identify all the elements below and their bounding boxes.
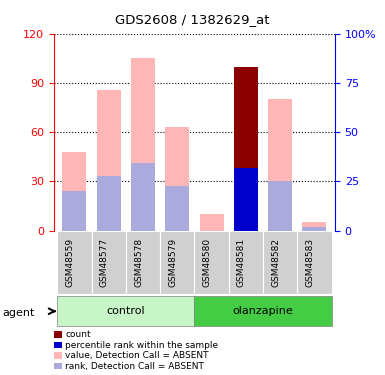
Text: GDS2608 / 1382629_at: GDS2608 / 1382629_at xyxy=(115,13,270,26)
Text: count: count xyxy=(65,330,91,339)
Bar xyxy=(302,227,326,231)
Text: agent: agent xyxy=(2,308,34,318)
Bar xyxy=(199,214,224,231)
Bar xyxy=(297,231,331,294)
Text: GSM48579: GSM48579 xyxy=(168,238,177,287)
Text: GSM48583: GSM48583 xyxy=(305,238,315,287)
Bar xyxy=(234,168,258,231)
Bar xyxy=(62,191,87,231)
Text: GSM48559: GSM48559 xyxy=(65,238,74,287)
Bar xyxy=(92,231,126,294)
Bar xyxy=(131,58,155,231)
Bar xyxy=(165,127,189,231)
Text: GSM48582: GSM48582 xyxy=(271,238,280,287)
Bar xyxy=(131,164,155,231)
Bar xyxy=(263,231,297,294)
Bar xyxy=(160,231,194,294)
Bar xyxy=(126,231,160,294)
Bar xyxy=(97,90,121,231)
Text: control: control xyxy=(107,306,145,316)
Bar xyxy=(268,99,292,231)
Bar xyxy=(57,231,92,294)
Text: GSM48580: GSM48580 xyxy=(203,238,212,287)
Text: GSM48578: GSM48578 xyxy=(134,238,143,287)
Text: olanzapine: olanzapine xyxy=(233,306,293,316)
Bar xyxy=(194,296,331,326)
Text: GSM48581: GSM48581 xyxy=(237,238,246,287)
Bar xyxy=(194,231,229,294)
Bar xyxy=(165,186,189,231)
Text: value, Detection Call = ABSENT: value, Detection Call = ABSENT xyxy=(65,351,209,360)
Bar xyxy=(57,296,194,326)
Text: GSM48577: GSM48577 xyxy=(100,238,109,287)
Bar xyxy=(234,67,258,231)
Text: percentile rank within the sample: percentile rank within the sample xyxy=(65,340,219,350)
Bar xyxy=(97,177,121,231)
Bar xyxy=(62,152,87,231)
Text: rank, Detection Call = ABSENT: rank, Detection Call = ABSENT xyxy=(65,362,204,370)
Bar xyxy=(302,222,326,231)
Bar xyxy=(268,182,292,231)
Bar xyxy=(229,231,263,294)
